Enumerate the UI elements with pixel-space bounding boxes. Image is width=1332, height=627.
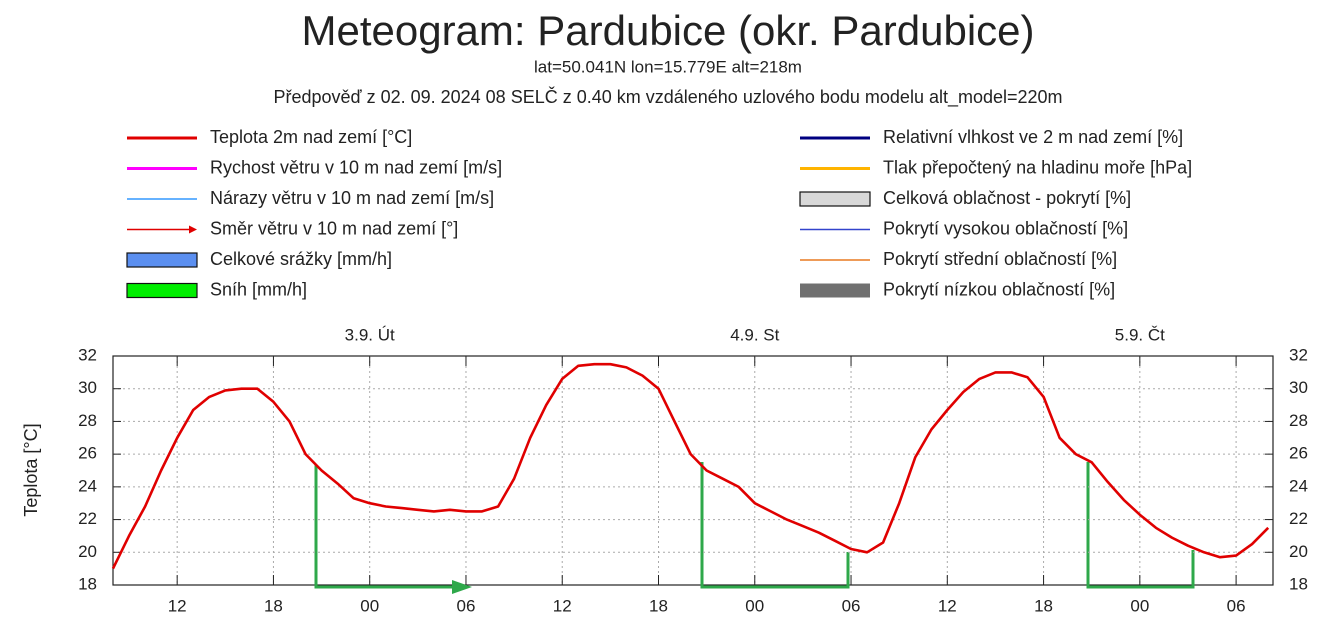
legend-label: Pokrytí nízkou oblačností [%] — [883, 279, 1115, 299]
legend-symbol — [126, 252, 198, 268]
y-tick-label: 30 — [78, 378, 97, 397]
plot-frame — [112, 355, 1274, 586]
annotation-arrow — [452, 580, 472, 594]
legend-symbol — [800, 283, 870, 298]
y-tick-label: 22 — [78, 509, 97, 528]
annotations — [314, 462, 1195, 594]
legend-label: Pokrytí vysokou oblačností [%] — [883, 218, 1128, 238]
y-tick-label-right: 20 — [1289, 542, 1308, 561]
y-tick-label: 24 — [78, 476, 97, 495]
x-tick-label: 00 — [745, 596, 764, 615]
y-tick-label-right: 22 — [1289, 509, 1308, 528]
x-tick-label: 18 — [1034, 596, 1053, 615]
legend-label: Nárazy větru v 10 m nad zemí [m/s] — [210, 188, 494, 208]
x-tick-label: 12 — [553, 596, 572, 615]
day-label: 5.9. Čt — [1115, 325, 1165, 344]
legend-label: Celkové srážky [mm/h] — [210, 249, 392, 269]
temperature-line — [111, 362, 1270, 570]
legend-label: Směr větru v 10 m nad zemí [°] — [210, 218, 458, 238]
x-tick-label: 00 — [360, 596, 379, 615]
x-tick-label: 00 — [1130, 596, 1149, 615]
legend-label: Teplota 2m nad zemí [°C] — [210, 127, 412, 147]
annotation-line — [1086, 462, 1195, 589]
legend-label: Relativní vlhkost ve 2 m nad zemí [%] — [883, 127, 1183, 147]
x-tick-label: 18 — [649, 596, 668, 615]
x-tick-label: 06 — [457, 596, 476, 615]
y-tick-label: 28 — [78, 411, 97, 430]
legend-symbol — [799, 191, 871, 207]
y-tick-label-right: 24 — [1289, 476, 1308, 495]
legend-symbol — [126, 282, 198, 299]
x-tick-label: 12 — [938, 596, 957, 615]
y-tick-label-right: 28 — [1289, 411, 1308, 430]
y-tick-label-right: 32 — [1289, 345, 1308, 364]
legend-label: Celková oblačnost - pokrytí [%] — [883, 188, 1131, 208]
legend-symbol — [189, 225, 197, 234]
y-tick-label: 32 — [78, 345, 97, 364]
y-tick-label-right: 26 — [1289, 444, 1308, 463]
chart-title: Meteogram: Pardubice (okr. Pardubice) — [301, 7, 1034, 54]
x-tick-label: 06 — [1227, 596, 1246, 615]
annotation-line — [314, 465, 460, 589]
y-axis-label: Teplota [°C] — [21, 423, 41, 516]
chart-subtitle: lat=50.041N lon=15.779E alt=218m — [534, 57, 802, 76]
y-tick-label: 18 — [78, 574, 97, 593]
x-tick-label: 18 — [264, 596, 283, 615]
y-tick-label: 20 — [78, 542, 97, 561]
legend-label: Pokrytí střední oblačností [%] — [883, 249, 1117, 269]
y-tick-label-right: 30 — [1289, 378, 1308, 397]
y-tick-label: 26 — [78, 444, 97, 463]
legend-label: Tlak přepočtený na hladinu moře [hPa] — [883, 157, 1192, 177]
day-label: 3.9. Út — [345, 325, 395, 344]
x-tick-label: 12 — [168, 596, 187, 615]
forecast-info: Předpověď z 02. 09. 2024 08 SELČ z 0.40 … — [273, 86, 1062, 108]
annotation-line — [700, 462, 850, 589]
legend-label: Sníh [mm/h] — [210, 279, 307, 299]
day-label: 4.9. St — [730, 325, 779, 344]
x-tick-label: 06 — [842, 596, 861, 615]
legend-label: Rychost větru v 10 m nad zemí [m/s] — [210, 157, 502, 177]
y-tick-label-right: 18 — [1289, 574, 1308, 593]
